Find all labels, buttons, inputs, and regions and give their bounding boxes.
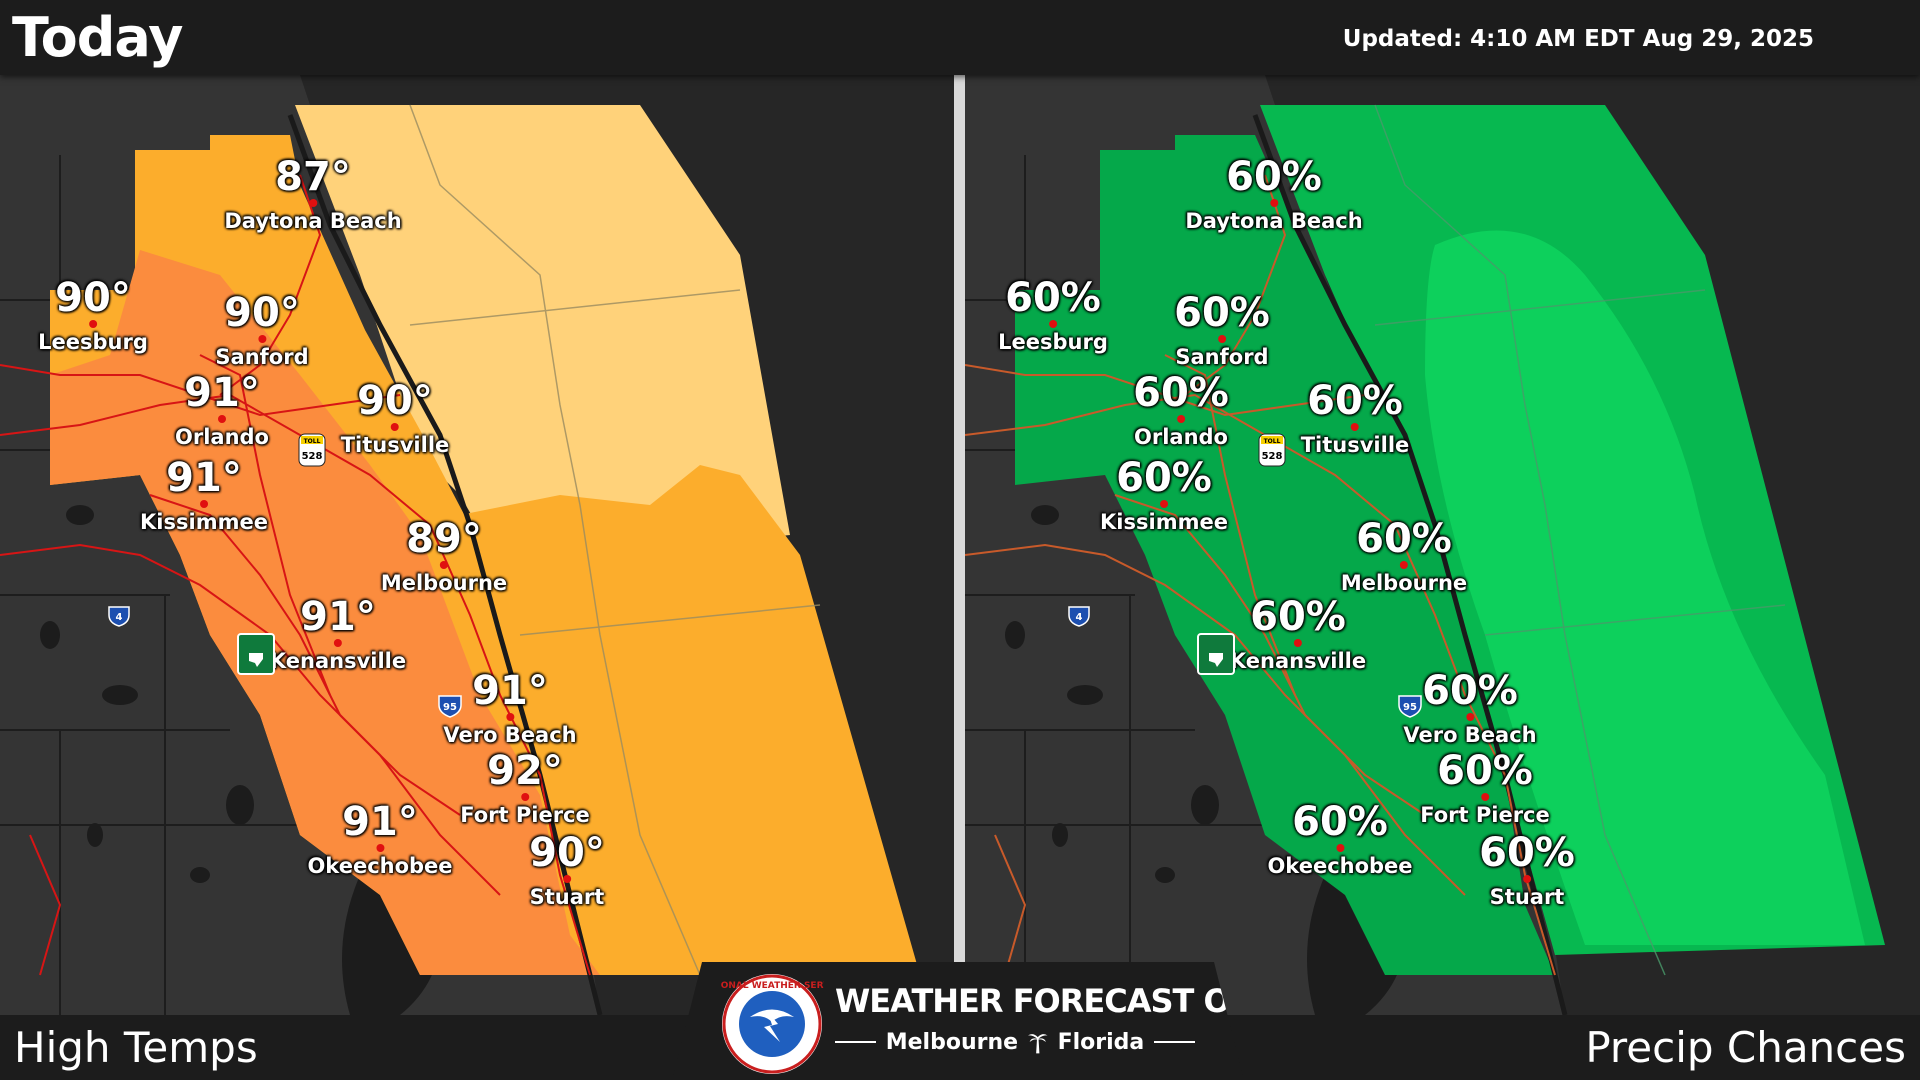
svg-text:4: 4 xyxy=(116,612,123,623)
toll-528-shield-icon: TOLL 528 xyxy=(298,433,326,467)
city-label-kissimmee: 60% Kissimmee xyxy=(1100,455,1228,534)
page-title: Today xyxy=(12,6,183,69)
city-label-orlando: 60% Orlando xyxy=(1133,370,1229,449)
city-label-orlando: 91° Orlando xyxy=(175,370,269,449)
high-temps-map-graphic xyxy=(0,75,954,1015)
city-label-stuart: 60% Stuart xyxy=(1479,830,1575,909)
city-label-sanford: 90° Sanford xyxy=(215,290,309,369)
high-temps-label: High Temps xyxy=(14,1023,258,1072)
city-label-kissimmee: 91° Kissimmee xyxy=(140,455,268,534)
precip-chances-labels: 60% Daytona Beach 60% Leesburg 60% Sanford … xyxy=(965,75,1920,1015)
precip-chances-map: 60% Daytona Beach 60% Leesburg 60% Sanford … xyxy=(965,75,1920,1015)
svg-text:TOLL: TOLL xyxy=(1264,438,1281,445)
city-label-sanford: 60% Sanford xyxy=(1174,290,1270,369)
city-label-titusville: 60% Titusville xyxy=(1300,378,1410,457)
svg-text:528: 528 xyxy=(1262,451,1283,462)
high-temps-map: 87° Daytona Beach 90° Leesburg 90° Sanford … xyxy=(0,75,954,1015)
high-temps-labels: 87° Daytona Beach 90° Leesburg 90° Sanford … xyxy=(0,75,954,1015)
city-label-titusville: 90° Titusville xyxy=(340,378,450,457)
city-label-fort-pierce: 60% Fort Pierce xyxy=(1420,748,1550,827)
nws-logo-icon: NATIONAL WEATHER SERVICE xyxy=(720,974,824,1074)
svg-text:528: 528 xyxy=(302,451,323,462)
wfo-title: WEATHER FORECAST OFFICE xyxy=(835,982,1326,1020)
updated-timestamp: Updated: 4:10 AM EDT Aug 29, 2025 xyxy=(1342,26,1814,52)
svg-text:95: 95 xyxy=(1403,702,1417,713)
svg-text:TOLL: TOLL xyxy=(304,438,321,445)
city-label-vero-beach: 60% Vero Beach xyxy=(1403,668,1537,747)
wfo-badge: NATIONAL WEATHER SERVICE WEATHER FORECAS… xyxy=(672,962,1244,1080)
city-label-daytona-beach: 60% Daytona Beach xyxy=(1185,154,1363,233)
turnpike-shield-icon xyxy=(1197,633,1235,675)
city-label-stuart: 90° Stuart xyxy=(529,830,605,909)
city-label-kenansville: 60% Kenansville xyxy=(1229,594,1367,673)
toll-528-shield-icon: TOLL 528 xyxy=(1258,433,1286,467)
city-label-okeechobee: 91° Okeechobee xyxy=(307,799,453,878)
precip-chances-label: Precip Chances xyxy=(1585,1023,1906,1072)
city-label-melbourne: 89° Melbourne xyxy=(380,516,508,595)
city-label-okeechobee: 60% Okeechobee xyxy=(1267,799,1413,878)
city-label-leesburg: 90° Leesburg xyxy=(38,275,148,354)
i4-shield-icon: 4 xyxy=(1068,606,1090,627)
svg-text:95: 95 xyxy=(443,702,457,713)
i95-shield-icon: 95 xyxy=(1398,695,1422,718)
header-bar: Today Updated: 4:10 AM EDT Aug 29, 2025 xyxy=(0,0,1920,75)
wfo-state: Florida xyxy=(1057,1029,1145,1055)
i4-shield-icon: 4 xyxy=(108,606,130,627)
turnpike-shield-icon xyxy=(237,633,275,675)
palm-tree-icon xyxy=(1028,1034,1048,1054)
svg-text:NATIONAL WEATHER SERVICE: NATIONAL WEATHER SERVICE xyxy=(720,981,824,991)
city-label-melbourne: 60% Melbourne xyxy=(1340,516,1468,595)
precip-chances-map-graphic xyxy=(965,75,1920,1015)
city-label-vero-beach: 91° Vero Beach xyxy=(443,668,577,747)
wfo-location: Melbourne Florida xyxy=(835,1028,1195,1056)
wfo-city: Melbourne xyxy=(885,1029,1019,1055)
i95-shield-icon: 95 xyxy=(438,695,462,718)
city-label-daytona-beach: 87° Daytona Beach xyxy=(224,154,402,233)
svg-text:4: 4 xyxy=(1076,612,1083,623)
panel-divider xyxy=(954,75,965,1015)
city-label-kenansville: 91° Kenansville xyxy=(269,594,407,673)
city-label-leesburg: 60% Leesburg xyxy=(998,275,1108,354)
city-label-fort-pierce: 92° Fort Pierce xyxy=(460,748,590,827)
